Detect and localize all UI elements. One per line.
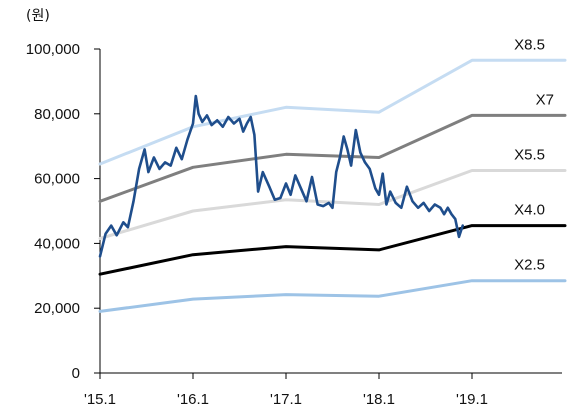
y-tick-label: 60,000 <box>34 171 80 188</box>
band-line-x8-5 <box>98 58 567 166</box>
price-series-line <box>98 94 465 258</box>
series-label-x8-5: X8.5 <box>514 36 545 53</box>
y-unit-label: (원) <box>26 8 50 24</box>
y-axis: 0 20,000 40,000 60,000 80,000 100,000 <box>26 41 101 382</box>
x-tick-label: '18.1 <box>363 391 395 408</box>
y-tick-label: 40,000 <box>34 235 80 252</box>
y-tick-label: 80,000 <box>34 106 80 123</box>
x-tick-label: '15.1 <box>84 391 116 408</box>
y-tick-label: 20,000 <box>34 300 80 317</box>
x-tick-label: '16.1 <box>177 391 209 408</box>
series-label-x2-5: X2.5 <box>514 257 545 274</box>
y-tick-label: 0 <box>72 365 80 382</box>
band-line-x4-0 <box>98 224 567 276</box>
x-tick-label: '17.1 <box>270 391 302 408</box>
band-line-x2-5 <box>98 279 567 313</box>
y-tick-label: 100,000 <box>26 41 80 58</box>
series-label-x7: X7 <box>536 91 554 108</box>
x-tick-label: '19.1 <box>456 391 488 408</box>
band-line-x7 <box>98 113 567 203</box>
series-lines <box>98 58 567 313</box>
series-label-x4-0: X4.0 <box>514 202 545 219</box>
series-labels: X8.5 X7 X5.5 X4.0 X2.5 <box>514 36 554 273</box>
x-axis: '15.1 '16.1 '17.1 '18.1 '19.1 <box>84 372 562 408</box>
series-label-x5-5: X5.5 <box>514 147 545 164</box>
